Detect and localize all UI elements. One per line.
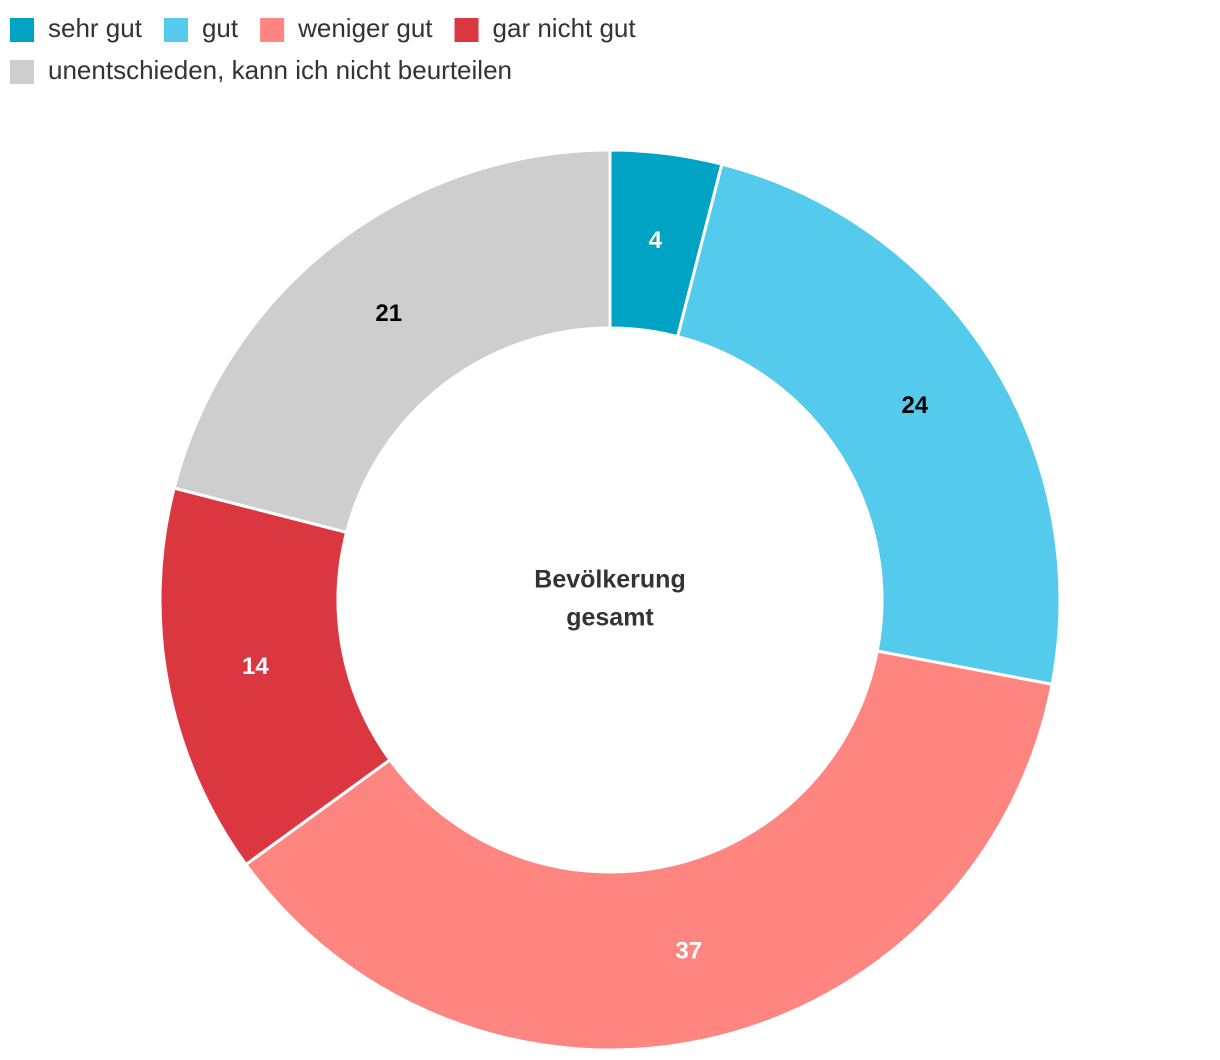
value-label: 14 (242, 653, 269, 680)
center-label: Bevölkerung (534, 566, 685, 594)
donut-slice (158, 486, 393, 867)
legend-text: weniger gut (297, 13, 433, 43)
value-label: 21 (375, 300, 402, 327)
value-label: 37 (675, 938, 702, 965)
legend-swatch (10, 60, 34, 84)
legend-text: unentschieden, kann ich nicht beurteilen (48, 55, 512, 85)
legend-swatch (260, 18, 285, 42)
value-label: 24 (901, 392, 928, 419)
donut-slice (675, 162, 1062, 687)
legend-swatch (163, 18, 188, 42)
legend-item: weniger gut (260, 13, 433, 43)
legend-text: gut (202, 13, 239, 43)
legend-item: gut (163, 13, 239, 43)
donut-slice (243, 649, 1054, 1052)
legend-item: gar nicht gut (454, 13, 637, 43)
legend-text: gar nicht gut (493, 13, 637, 43)
value-label: 4 (649, 227, 663, 254)
legend-swatch (10, 18, 34, 42)
legend-text: sehr gut (48, 13, 143, 43)
donut-slice (172, 148, 612, 535)
center-label: gesamt (566, 604, 654, 632)
legend-item: unentschieden, kann ich nicht beurteilen (10, 55, 512, 85)
legend-swatch (454, 18, 479, 42)
legend-item: sehr gut (10, 13, 143, 43)
